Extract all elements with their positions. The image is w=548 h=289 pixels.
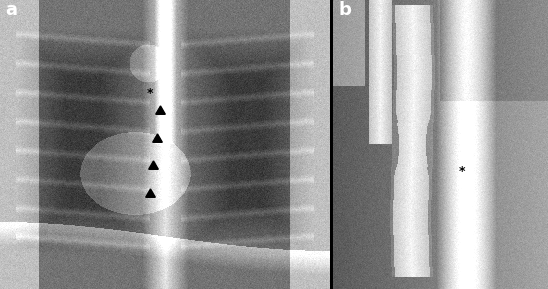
Text: b: b — [338, 1, 351, 19]
Text: *: * — [459, 166, 465, 178]
Text: *: * — [147, 88, 153, 100]
Text: a: a — [5, 1, 17, 19]
